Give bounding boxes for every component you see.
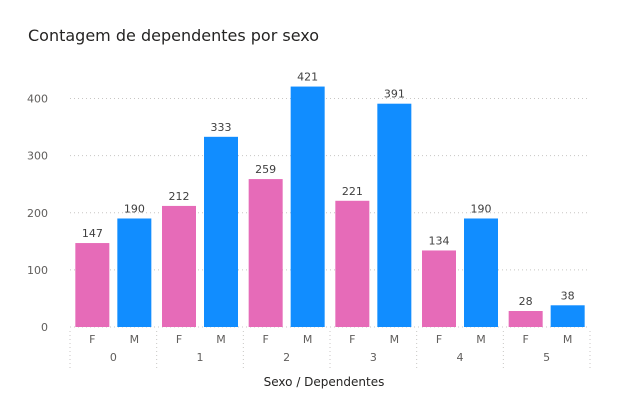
- x-subcategory-label: F: [263, 333, 269, 346]
- bar-M-5[interactable]: [550, 305, 585, 327]
- data-label-M-0: 190: [124, 202, 145, 215]
- data-label-F-0: 147: [82, 227, 103, 240]
- x-group-label-3: 3: [370, 351, 377, 364]
- x-group-label-1: 1: [197, 351, 204, 364]
- data-label-F-3: 221: [342, 185, 363, 198]
- gridlines: [70, 98, 590, 328]
- data-label-M-3: 391: [384, 88, 405, 101]
- bar-M-4[interactable]: [464, 218, 498, 327]
- x-group-label-4: 4: [457, 351, 464, 364]
- y-tick-label: 200: [27, 207, 48, 220]
- y-tick-label: 100: [27, 264, 48, 277]
- bar-F-3[interactable]: [335, 200, 370, 327]
- x-subcategory-label: M: [390, 333, 400, 346]
- x-group-label-2: 2: [283, 351, 290, 364]
- x-axis-title: Sexo / Dependentes: [264, 375, 385, 389]
- x-subcategory-label: M: [303, 333, 313, 346]
- data-label-F-2: 259: [255, 163, 276, 176]
- x-subcategory-label: M: [130, 333, 140, 346]
- data-label-M-2: 421: [297, 71, 318, 84]
- x-subcategory-label: F: [523, 333, 529, 346]
- x-subcategory-label: M: [216, 333, 226, 346]
- bar-M-1[interactable]: [204, 136, 238, 327]
- x-subcategory-label: F: [176, 333, 182, 346]
- y-tick-label: 0: [41, 321, 48, 334]
- y-tick-label: 300: [27, 150, 48, 163]
- chart-title: Contagem de dependentes por sexo: [28, 26, 320, 45]
- x-subcategory-label: F: [349, 333, 355, 346]
- x-group-label-0: 0: [110, 351, 117, 364]
- bar-M-0[interactable]: [117, 218, 152, 327]
- y-tick-label: 400: [27, 93, 48, 106]
- bar-F-1[interactable]: [162, 205, 196, 327]
- bars: 147 190 212 333 259 421 221 391 134 190 28 38: [75, 71, 585, 327]
- data-label-F-1: 212: [169, 190, 190, 203]
- data-label-M-4: 190: [471, 202, 492, 215]
- data-label-F-5: 28: [519, 295, 533, 308]
- x-subcategory-label: F: [436, 333, 442, 346]
- bar-M-3[interactable]: [377, 103, 412, 327]
- bar-M-2[interactable]: [290, 86, 325, 327]
- data-label-M-1: 333: [211, 121, 232, 134]
- x-subcategory-label: M: [476, 333, 486, 346]
- x-axis: F M0F M1F M2F M3F M4F M5: [69, 331, 591, 368]
- x-subcategory-label: M: [563, 333, 573, 346]
- bar-F-0[interactable]: [75, 243, 110, 327]
- bar-F-4[interactable]: [422, 250, 456, 327]
- bar-F-5[interactable]: [508, 311, 543, 327]
- y-axis: 0 100 200 300 400: [27, 93, 48, 334]
- bar-F-2[interactable]: [248, 179, 283, 327]
- data-label-M-5: 38: [561, 289, 575, 302]
- x-group-label-5: 5: [543, 351, 550, 364]
- x-subcategory-label: F: [89, 333, 95, 346]
- data-label-F-4: 134: [429, 234, 450, 247]
